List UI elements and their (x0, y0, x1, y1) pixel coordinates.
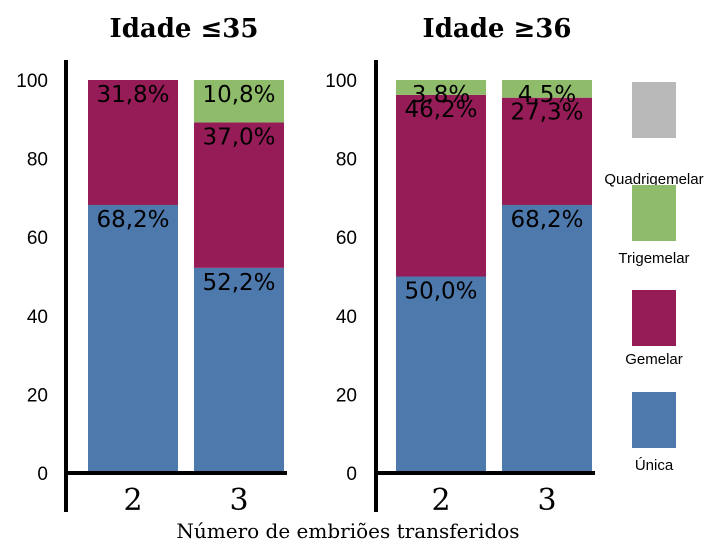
chart-legend: Quadrigemelar Trigemelar Gemelar Única (604, 82, 704, 474)
legend-label-gemelar: Gemelar (625, 351, 683, 368)
bar-segment-gemelar (396, 94, 486, 277)
y-tick-label: 0 (37, 464, 48, 485)
data-label-unica: 68,2% (510, 207, 583, 233)
data-label-trigemelar: 4,5% (518, 82, 576, 108)
data-label-gemelar: 31,8% (96, 82, 169, 108)
data-label-trigemelar: 3,8% (412, 82, 470, 108)
data-label-unica: 52,2% (202, 270, 275, 296)
chart-panels: Idade ≤3568,2%31,8%252,2%37,0%10,8%30204… (16, 14, 595, 518)
y-tick-label: 20 (27, 385, 48, 406)
bar-segment-gemelar (194, 122, 284, 268)
bar-segment-unica (396, 276, 486, 473)
x-tick-label: 3 (229, 483, 248, 518)
legend-label-unica: Única (635, 457, 674, 474)
y-tick-label: 20 (336, 385, 357, 406)
y-tick-label: 40 (336, 307, 357, 328)
data-label-gemelar: 46,2% (404, 97, 477, 123)
data-label-unica: 50,0% (404, 279, 477, 305)
bar-segment-trigemelar (396, 80, 486, 95)
legend-swatch-unica (632, 392, 676, 448)
legend-label-quadrigemelar: Quadrigemelar (604, 171, 703, 188)
legend-swatch-quadrigemelar (632, 82, 676, 138)
y-tick-label: 100 (16, 71, 48, 92)
y-tick-label: 40 (27, 307, 48, 328)
x-tick-label: 2 (431, 483, 450, 518)
panel-title: Idade ≥36 (423, 14, 572, 44)
panel-title: Idade ≤35 (110, 14, 259, 44)
data-label-unica: 68,2% (96, 207, 169, 233)
data-label-gemelar: 27,3% (510, 100, 583, 126)
bar-segment-gemelar (502, 97, 592, 205)
x-tick-label: 3 (537, 483, 556, 518)
data-label-trigemelar: 10,8% (202, 82, 275, 108)
y-tick-label: 0 (346, 464, 357, 485)
y-tick-label: 60 (336, 228, 357, 249)
legend-swatch-gemelar (632, 290, 676, 346)
legend-label-trigemelar: Trigemelar (618, 250, 689, 267)
chart-panel-2: Idade ≥36 50,0% 46,2%3,8% 2 68,2% 27,3%4,5% 3 0… (325, 14, 595, 518)
bar-segment-unica (502, 204, 592, 473)
legend-swatch-trigemelar (632, 185, 676, 241)
x-tick-label: 2 (123, 483, 142, 518)
y-tick-label: 100 (325, 71, 357, 92)
bar-segment-trigemelar (502, 80, 592, 98)
bar-segment-unica (194, 267, 284, 473)
y-tick-label: 80 (27, 150, 48, 171)
data-label-gemelar: 37,0% (202, 124, 275, 150)
x-axis-label: Número de embriões transferidos (176, 519, 519, 543)
chart-panel-1: Idade ≤35 68,2% 31,8% 2 52,2% 37,0% 10,8% 3 0 20 4… (16, 14, 287, 518)
y-tick-label: 60 (27, 228, 48, 249)
bar-segment-unica (88, 204, 178, 473)
y-tick-label: 80 (336, 150, 357, 171)
bar-segment-trigemelar (194, 80, 284, 123)
bar-segment-gemelar (88, 80, 178, 205)
